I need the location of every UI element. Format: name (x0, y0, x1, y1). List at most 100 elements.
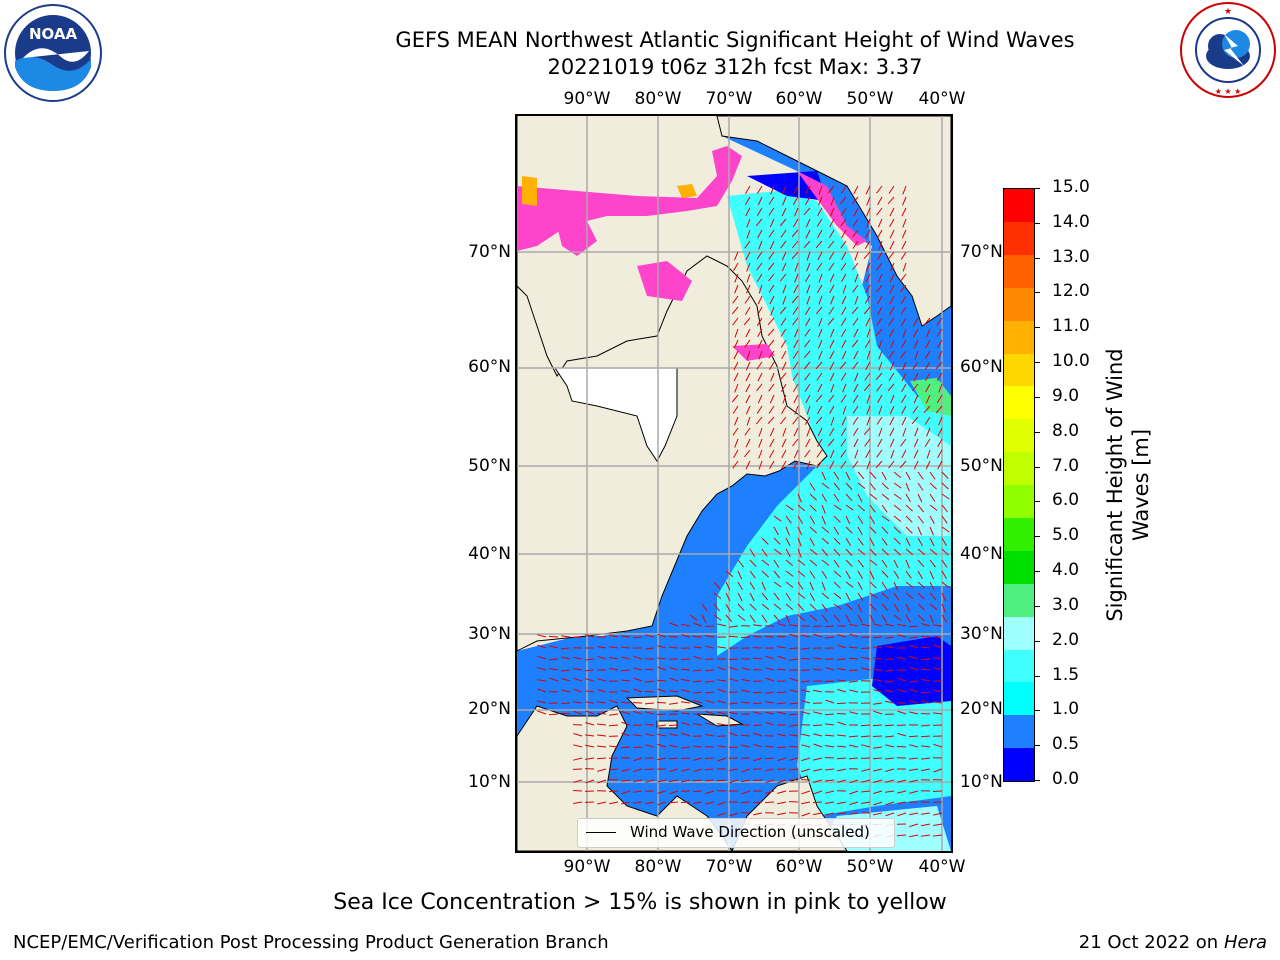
wave-direction-arrow (830, 295, 835, 305)
wave-direction-arrow (755, 218, 763, 227)
colorbar-segment (1004, 682, 1034, 716)
wave-direction-arrow (729, 779, 739, 784)
wave-direction-arrow (756, 405, 763, 414)
wave-direction-arrow (893, 570, 900, 579)
wave-direction-arrow (933, 743, 943, 748)
wave-direction-arrow (833, 592, 842, 600)
wave-direction-arrow (729, 732, 739, 737)
wave-direction-arrow (885, 744, 895, 748)
wave-direction-arrow (937, 460, 943, 470)
wave-direction-arrow (905, 592, 914, 599)
wave-direction-arrow (729, 812, 739, 817)
wave-direction-arrow (737, 592, 743, 602)
gulf-of-mexico (537, 636, 652, 716)
wave-direction-arrow (752, 724, 763, 726)
wave-direction-arrow (789, 724, 799, 727)
wave-direction-arrow (801, 768, 811, 773)
wave-direction-arrow (769, 240, 775, 250)
wave-direction-arrow (746, 218, 751, 228)
wave-direction-arrow (785, 581, 794, 588)
wave-direction-arrow (809, 581, 814, 591)
wave-direction-arrow (829, 361, 835, 371)
colorbar-segment (1004, 320, 1034, 354)
wave-direction-arrow (757, 394, 763, 404)
wave-direction-arrow (852, 317, 859, 326)
wave-direction-arrow (781, 207, 787, 217)
wave-direction-arrow (818, 185, 823, 195)
wave-direction-arrow (741, 779, 751, 783)
wave-direction-arrow (833, 603, 842, 610)
wave-direction-arrow (681, 689, 691, 693)
wave-direction-arrow (752, 635, 763, 638)
colorbar (1003, 188, 1035, 782)
wave-direction-arrow (836, 658, 847, 661)
wave-direction-arrow (869, 592, 878, 599)
wave-direction-arrow (761, 603, 770, 610)
wave-direction-arrow (669, 733, 679, 737)
wave-direction-arrow (893, 537, 901, 545)
wave-direction-arrow (865, 284, 871, 294)
wave-direction-arrow (805, 438, 811, 448)
wave-direction-arrow (923, 317, 931, 326)
wave-direction-arrow (597, 779, 607, 784)
wave-direction-arrow (840, 328, 847, 337)
wave-direction-arrow (885, 623, 895, 627)
wave-direction-arrow (921, 757, 931, 760)
wave-direction-arrow (888, 251, 895, 260)
wave-direction-arrow (900, 251, 907, 260)
wave-direction-arrow (845, 570, 851, 580)
wave-direction-arrow (781, 350, 787, 360)
wave-direction-arrow (609, 667, 619, 671)
wave-direction-arrow (873, 790, 883, 794)
wave-direction-arrow (840, 460, 847, 469)
wave-direction-arrow (681, 712, 691, 715)
wave-direction-arrow (809, 504, 817, 512)
wave-direction-arrow (537, 655, 547, 660)
wave-direction-arrow (901, 383, 907, 393)
wave-direction-arrow (597, 689, 607, 693)
wave-direction-arrow (872, 735, 883, 737)
wave-direction-arrow (863, 427, 871, 436)
wave-direction-arrow (929, 548, 938, 556)
wave-direction-arrow (857, 504, 866, 512)
wave-direction-arrow (890, 262, 895, 272)
wave-direction-arrow (829, 405, 835, 415)
wave-direction-arrow (885, 645, 895, 649)
wave-direction-arrow (752, 779, 763, 781)
wave-direction-arrow (889, 207, 895, 217)
wave-direction-arrow (608, 768, 619, 771)
wave-direction-arrow (733, 251, 739, 261)
wave-direction-arrow (794, 207, 799, 217)
wave-direction-arrow (669, 779, 679, 783)
wave-direction-arrow (777, 646, 787, 649)
wave-direction-arrow (758, 427, 763, 437)
wave-direction-arrow (773, 537, 781, 545)
wave-direction-arrow (644, 723, 655, 726)
wave-direction-arrow (732, 317, 739, 326)
wave-direction-arrow (873, 623, 883, 627)
wave-direction-arrow (537, 710, 547, 715)
wave-direction-arrow (821, 592, 830, 600)
wave-direction-arrow (905, 548, 914, 556)
wave-direction-arrow (785, 526, 790, 536)
chart-subtitle: 20221019 t06z 312h fcst Max: 3.37 (547, 55, 923, 79)
wave-direction-arrow (866, 460, 871, 470)
wave-direction-arrow (797, 570, 806, 577)
colorbar-tick-mark (1034, 745, 1040, 747)
wave-direction-arrow (829, 273, 835, 283)
wave-direction-arrow (744, 240, 751, 249)
wave-direction-arrow (933, 834, 943, 837)
lon-label-bottom-80w: 80°W (634, 857, 682, 877)
wave-direction-arrow (740, 701, 751, 704)
wave-direction-arrow (896, 834, 907, 837)
legend-line-icon (586, 832, 616, 833)
wave-direction-arrow (817, 229, 823, 239)
wave-direction-arrow (681, 701, 691, 704)
wave-direction-arrow (713, 592, 722, 599)
wave-direction-arrow (878, 361, 883, 371)
wave-direction-arrow (737, 559, 744, 568)
colorbar-segment (1004, 353, 1034, 387)
wave-direction-arrow (657, 724, 667, 727)
wave-direction-arrow (821, 537, 830, 545)
lat-label-left-70n: 70°N (468, 242, 511, 262)
